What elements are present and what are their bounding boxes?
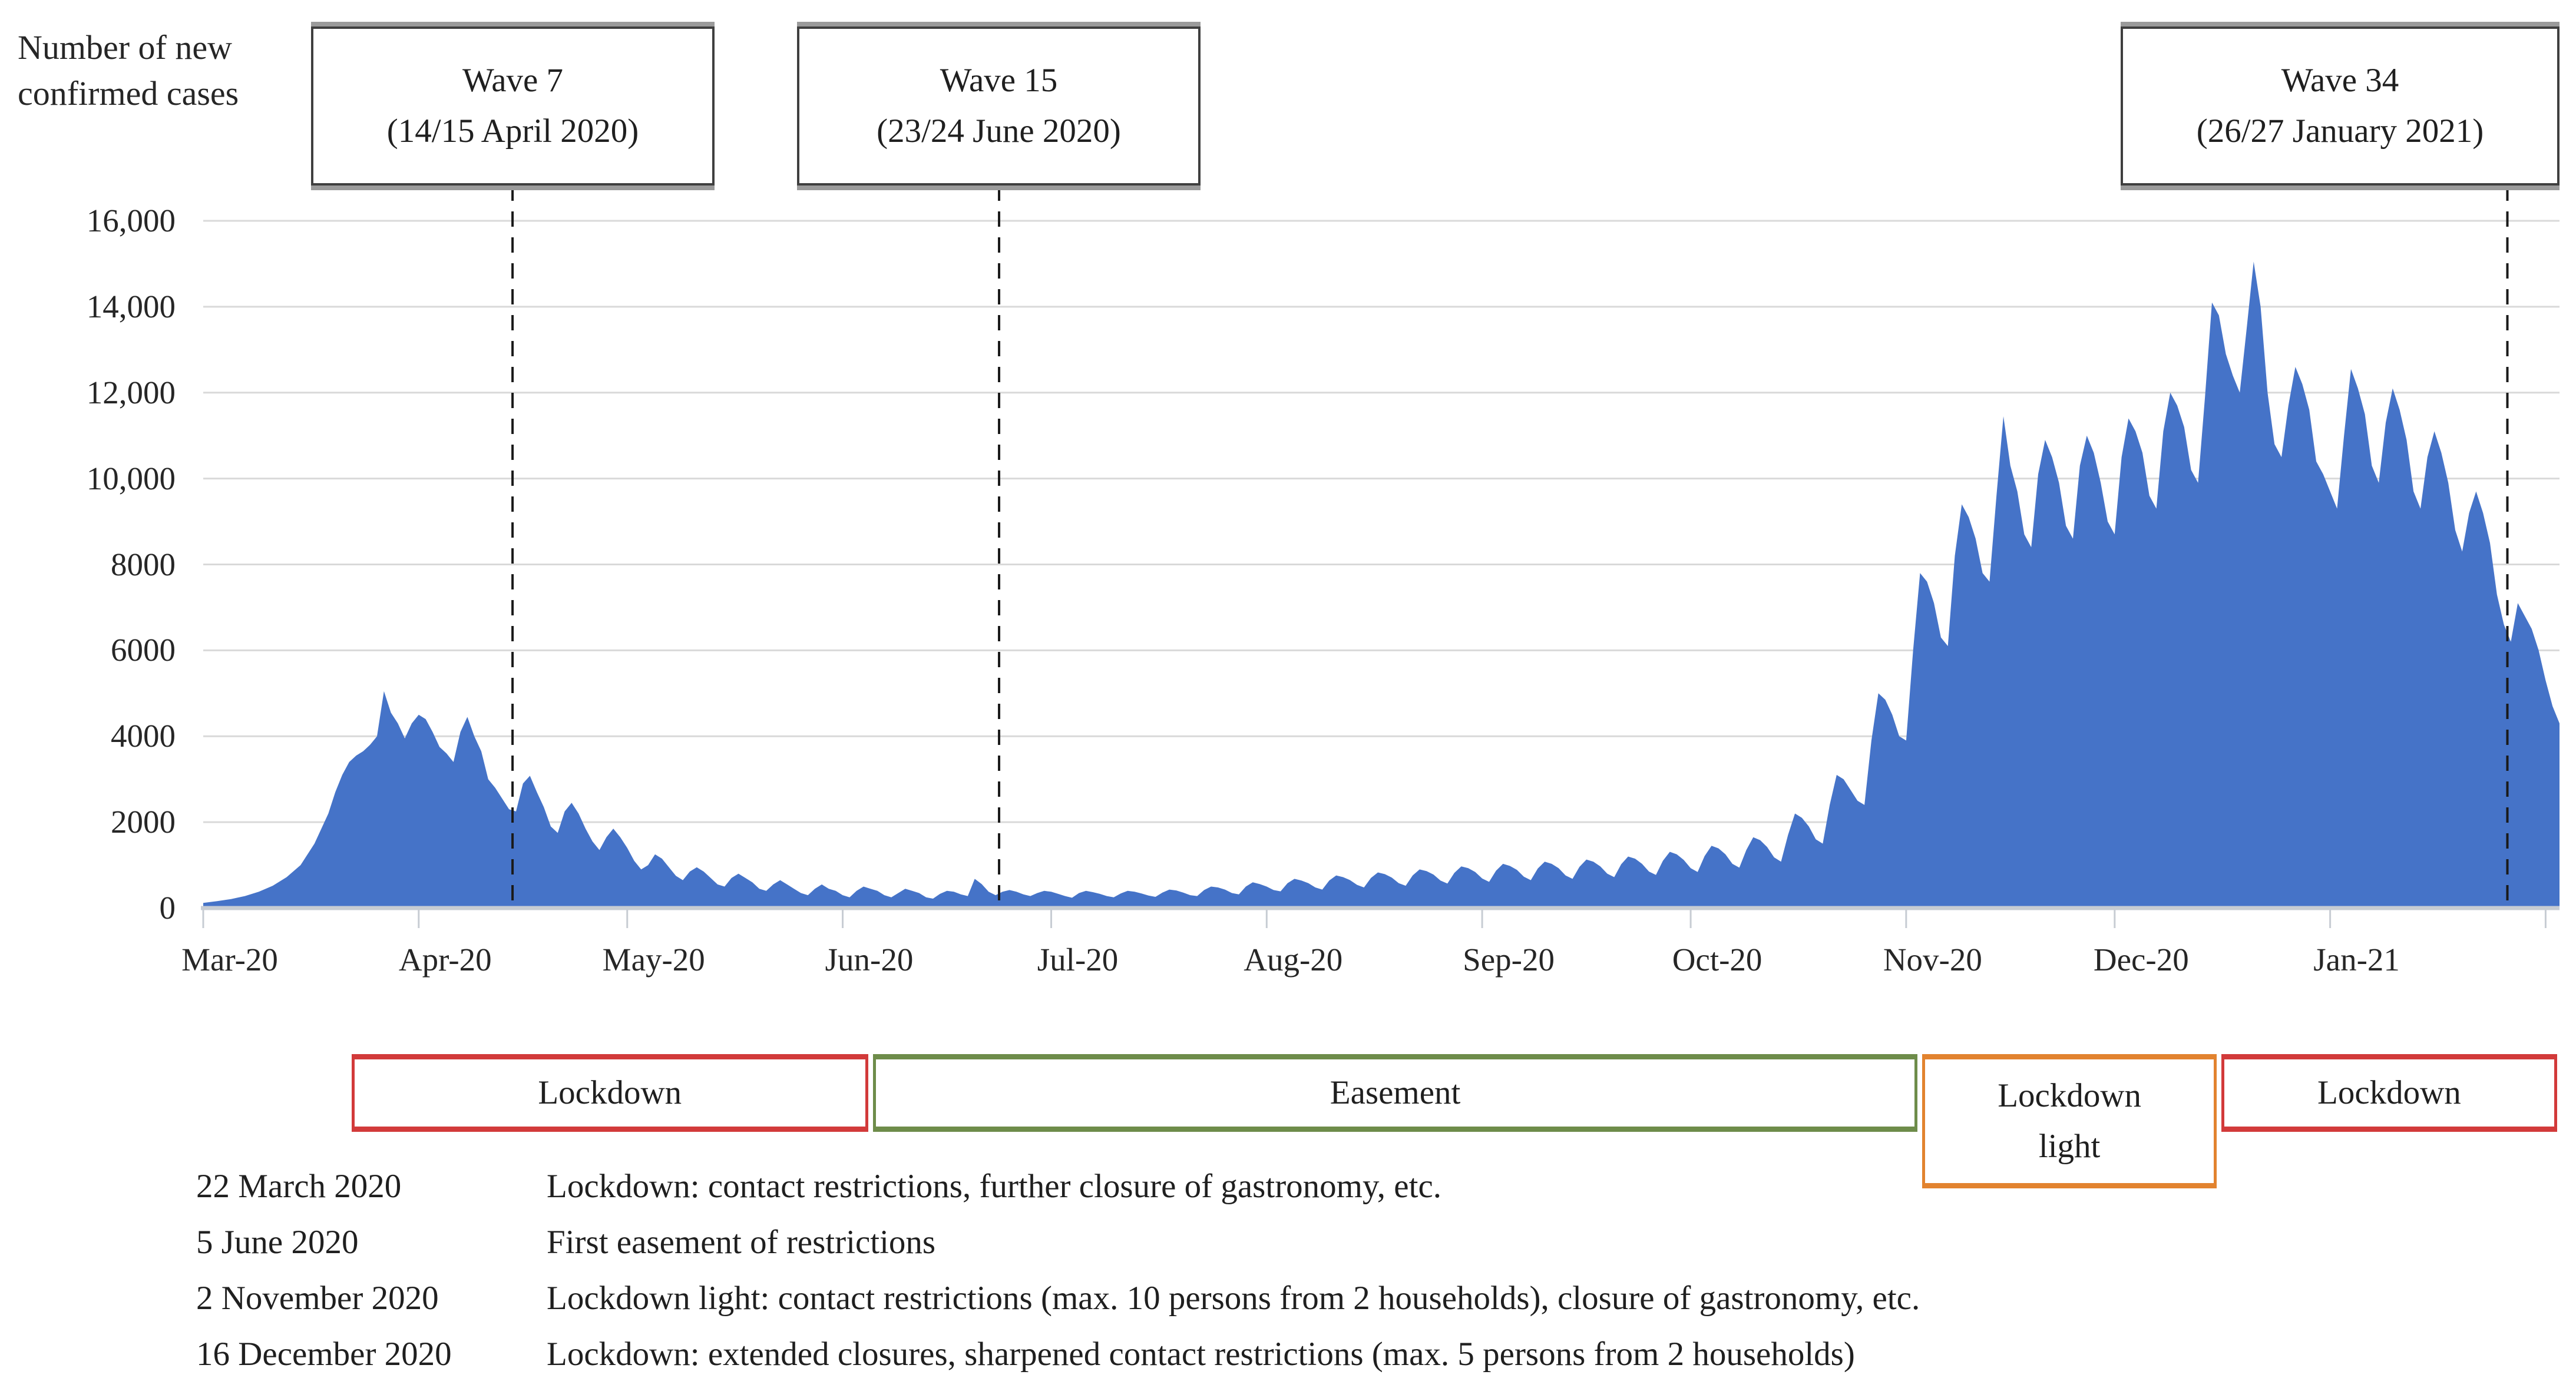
wave-34-annotation-box: Wave 34 (26/27 January 2021) (2121, 26, 2560, 185)
event-description: Lockdown light: contact restrictions (ma… (547, 1280, 1920, 1317)
wave-15-date: (23/24 June 2020) (877, 112, 1121, 150)
y-axis-label: 16,000 (86, 203, 176, 238)
period-box-lockdown-light-2: Lockdown light (1922, 1054, 2217, 1188)
x-axis-label: Jan-21 (2313, 942, 2400, 978)
wave-7-date: (14/15 April 2020) (386, 112, 639, 150)
y-axis-label: 8000 (111, 546, 176, 582)
wave-15-name: Wave 15 (940, 62, 1058, 99)
y-axis-label: 12,000 (86, 374, 176, 410)
wave-7-name: Wave 7 (462, 62, 564, 99)
period-box-lockdown-0: Lockdown (351, 1054, 868, 1132)
y-axis-label: 6000 (111, 632, 176, 668)
wave-15-annotation-box: Wave 15 (23/24 June 2020) (797, 26, 1201, 185)
x-axis-label: Jul-20 (1037, 942, 1119, 978)
wave-7-annotation-box: Wave 7 (14/15 April 2020) (311, 26, 715, 185)
event-date: 5 June 2020 (196, 1224, 359, 1261)
event-description: First easement of restrictions (547, 1224, 936, 1261)
cases-area-series (203, 261, 2560, 908)
event-date: 2 November 2020 (196, 1280, 439, 1317)
wave-34-name: Wave 34 (2281, 62, 2399, 99)
x-axis-label: Oct-20 (1672, 942, 1762, 978)
x-axis-label: Mar-20 (181, 942, 278, 978)
event-row: 22 March 2020 Lockdown: contact restricti… (0, 1167, 2576, 1220)
x-axis-label: May-20 (602, 942, 705, 978)
event-date: 22 March 2020 (196, 1168, 402, 1205)
event-row: 2 November 2020 Lockdown light: contact r… (0, 1279, 2576, 1332)
y-axis-label: 14,000 (86, 288, 176, 324)
x-axis-label: Nov-20 (1883, 942, 1982, 978)
event-row: 16 December 2020 Lockdown: extended closu… (0, 1335, 2576, 1388)
x-axis-label: Dec-20 (2093, 942, 2189, 978)
x-axis-label: Aug-20 (1244, 942, 1343, 978)
event-row: 5 June 2020 First easement of restriction… (0, 1223, 2576, 1276)
wave-34-date: (26/27 January 2021) (2196, 112, 2484, 150)
period-box-easement-1: Easement (872, 1054, 1918, 1132)
y-axis-label: 4000 (111, 718, 176, 754)
y-axis-label: 10,000 (86, 460, 176, 496)
event-description: Lockdown: extended closures, sharpened c… (547, 1336, 1855, 1373)
x-axis-label: Jun-20 (825, 942, 914, 978)
y-axis-label: 0 (159, 890, 176, 926)
y-axis-title: Number of new confirmed cases (18, 28, 239, 112)
x-axis-label: Apr-20 (398, 942, 492, 978)
event-description: Lockdown: contact restrictions, further … (547, 1168, 1441, 1205)
event-date: 16 December 2020 (196, 1336, 452, 1373)
x-axis-label: Sep-20 (1463, 942, 1555, 978)
period-box-lockdown-3: Lockdown (2221, 1054, 2557, 1132)
y-axis-label: 2000 (111, 804, 176, 840)
